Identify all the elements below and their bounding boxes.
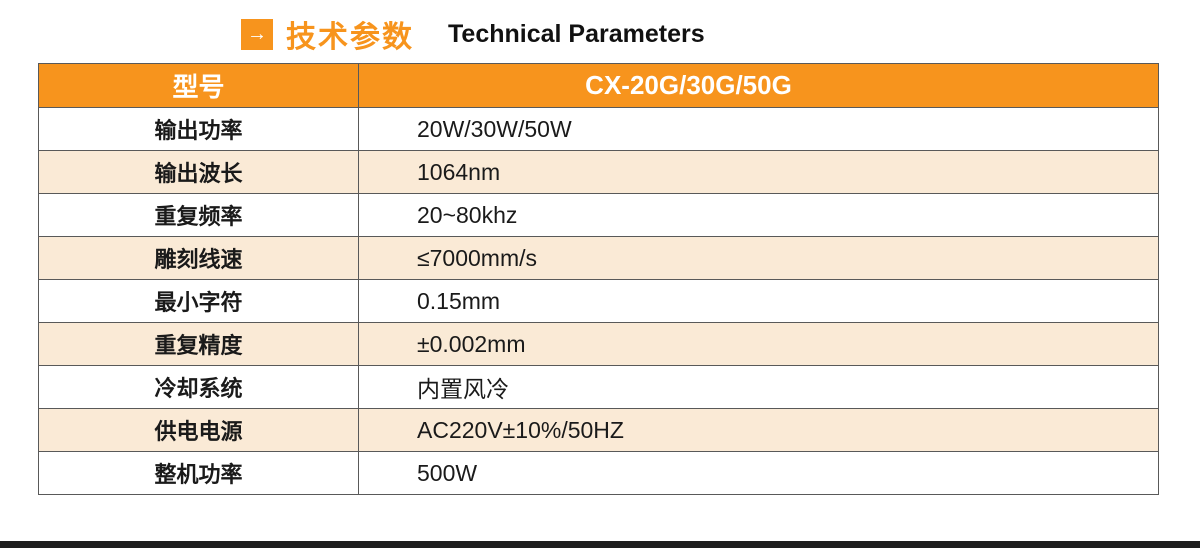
header-cell-model-value: CX-20G/30G/50G bbox=[358, 63, 1159, 108]
row-value: AC220V±10%/50HZ bbox=[358, 408, 1159, 452]
row-label: 输出功率 bbox=[38, 107, 359, 151]
table-row: 供电电源 AC220V±10%/50HZ bbox=[38, 408, 1159, 452]
row-value: 20~80khz bbox=[358, 193, 1159, 237]
technical-parameters-table: 型号 CX-20G/30G/50G 输出功率 20W/30W/50W 输出波长 … bbox=[38, 63, 1159, 495]
row-value: ≤7000mm/s bbox=[358, 236, 1159, 280]
row-label: 供电电源 bbox=[38, 408, 359, 452]
table-row: 雕刻线速 ≤7000mm/s bbox=[38, 236, 1159, 280]
row-label: 最小字符 bbox=[38, 279, 359, 323]
arrow-right-icon: → bbox=[241, 18, 273, 50]
table-row: 输出功率 20W/30W/50W bbox=[38, 107, 1159, 151]
row-value: 0.15mm bbox=[358, 279, 1159, 323]
section-title: → 技术参数 Technical Parameters bbox=[241, 12, 705, 56]
row-value: 500W bbox=[358, 451, 1159, 495]
section-title-english: Technical Parameters bbox=[448, 19, 705, 48]
section-title-chinese: 技术参数 bbox=[286, 21, 414, 54]
row-value: 1064nm bbox=[358, 150, 1159, 194]
table-row: 最小字符 0.15mm bbox=[38, 279, 1159, 323]
table-row: 重复精度 ±0.002mm bbox=[38, 322, 1159, 366]
row-value: ±0.002mm bbox=[358, 322, 1159, 366]
row-label: 雕刻线速 bbox=[38, 236, 359, 280]
row-label: 输出波长 bbox=[38, 150, 359, 194]
table-row: 整机功率 500W bbox=[38, 451, 1159, 495]
arrow-glyph: → bbox=[247, 23, 267, 45]
header-cell-model: 型号 bbox=[38, 63, 359, 108]
row-label: 重复频率 bbox=[38, 193, 359, 237]
table-row: 重复频率 20~80khz bbox=[38, 193, 1159, 237]
row-label: 整机功率 bbox=[38, 451, 359, 495]
bottom-divider-bar bbox=[0, 541, 1200, 548]
row-value: 20W/30W/50W bbox=[358, 107, 1159, 151]
row-label: 冷却系统 bbox=[38, 365, 359, 409]
row-value: 内置风冷 bbox=[358, 365, 1159, 409]
table-row: 输出波长 1064nm bbox=[38, 150, 1159, 194]
table-row: 冷却系统 内置风冷 bbox=[38, 365, 1159, 409]
row-label: 重复精度 bbox=[38, 322, 359, 366]
table-header-row: 型号 CX-20G/30G/50G bbox=[38, 63, 1159, 108]
